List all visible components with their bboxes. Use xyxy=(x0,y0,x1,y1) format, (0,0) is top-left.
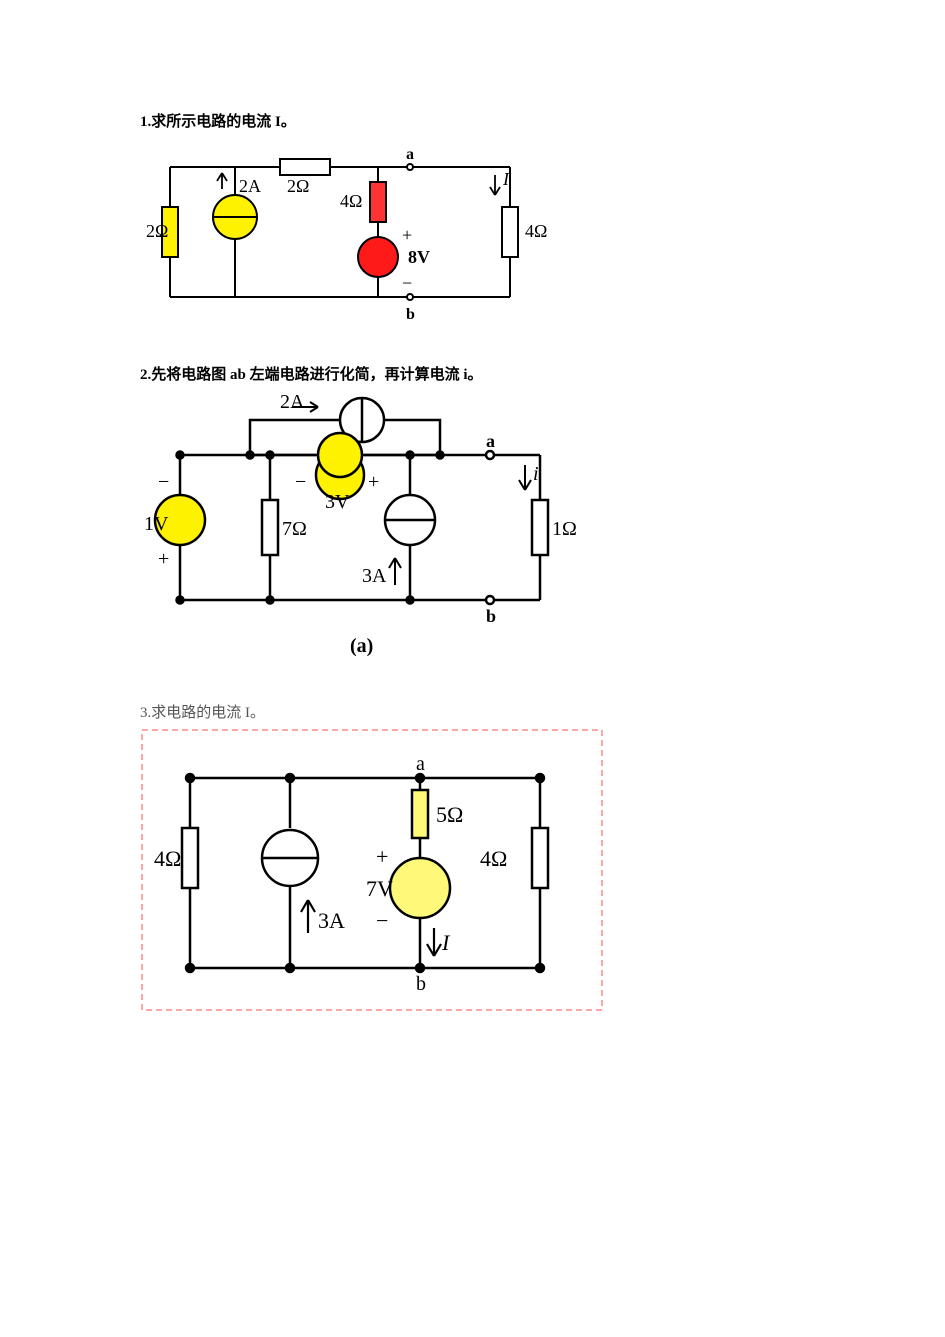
label-r-mid: 4Ω xyxy=(340,191,362,211)
problem-3-diagram: 4Ω 3A 5Ω + 7V − 4Ω I a b xyxy=(140,728,805,1023)
label-node-a-3: a xyxy=(416,753,425,775)
label-r7: 7Ω xyxy=(282,518,307,540)
caption-a: (a) xyxy=(350,635,373,657)
label-v7-plus: + xyxy=(376,844,388,869)
problem-2-title: 2.先将电路图 ab 左端电路进行化简，再计算电流 i。 xyxy=(140,363,805,384)
problem-1-diagram: 2Ω 2A 2Ω 4Ω + 8V − 4Ω I a b xyxy=(140,137,805,337)
label-i-src: 2A xyxy=(239,176,261,196)
label-v7-minus: − xyxy=(376,908,388,933)
label-v-plus: + xyxy=(402,225,412,245)
label-r-top: 2Ω xyxy=(287,176,309,196)
problem-2-diagram: 2A − + 3V − + 1V 7Ω 3A 1Ω i a b (a) xyxy=(140,390,805,675)
label-v3: 3V xyxy=(325,491,350,513)
label-r-left: 2Ω xyxy=(146,221,168,241)
label-v1-minus: − xyxy=(158,471,169,493)
label-i3: 3A xyxy=(362,565,387,587)
label-v3-minus: − xyxy=(295,471,306,493)
label-node-a-2: a xyxy=(486,431,495,451)
label-i-top: 2A xyxy=(280,391,305,413)
label-r1: 1Ω xyxy=(552,518,577,540)
label-r5: 5Ω xyxy=(436,802,463,827)
label-r4-left: 4Ω xyxy=(154,846,181,871)
label-v3-plus: + xyxy=(368,471,379,493)
label-v1-plus: + xyxy=(158,548,169,570)
label-v-minus: − xyxy=(402,273,412,293)
label-v-src: 8V xyxy=(408,247,430,267)
label-v7: 7V xyxy=(366,876,393,901)
label-node-a: a xyxy=(406,146,414,163)
label-r-right: 4Ω xyxy=(525,221,547,241)
label-node-b-2: b xyxy=(486,606,496,626)
label-node-b: b xyxy=(406,306,415,323)
label-i3-3: 3A xyxy=(318,908,345,933)
problem-1-title: 1.求所示电路的电流 I。 xyxy=(140,110,805,131)
label-i-out-2: i xyxy=(533,463,539,485)
label-i-out-3: I xyxy=(441,930,451,955)
problem-3-title: 3.求电路的电流 I。 xyxy=(140,701,805,722)
label-r4-right: 4Ω xyxy=(480,846,507,871)
label-i-out: I xyxy=(502,169,510,189)
label-node-b-3: b xyxy=(416,973,426,995)
label-v1: 1V xyxy=(144,513,169,535)
